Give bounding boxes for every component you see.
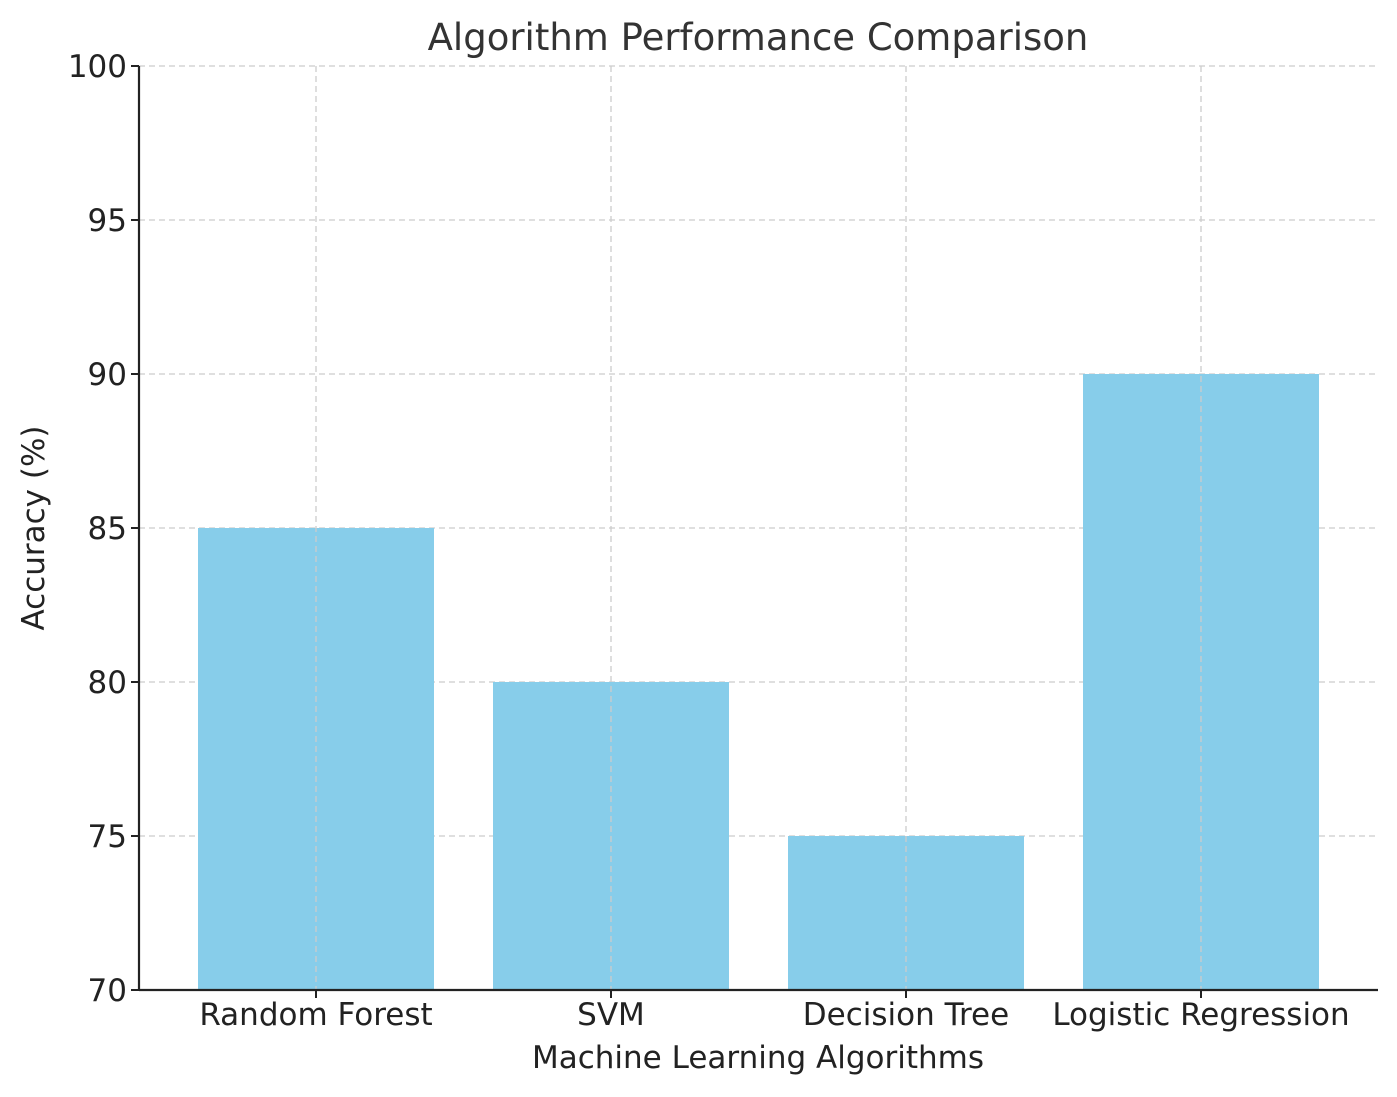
bars <box>198 66 1319 990</box>
y-tick-label: 90 <box>88 357 127 393</box>
x-tick-label: Logistic Regression <box>1052 997 1349 1033</box>
y-tick-label: 75 <box>88 819 127 855</box>
x-tick-label: Decision Tree <box>803 997 1009 1033</box>
y-tick-label: 95 <box>88 203 127 239</box>
y-tick-label: 80 <box>88 665 127 701</box>
chart-title: Algorithm Performance Comparison <box>428 16 1089 59</box>
y-tick-label: 100 <box>68 49 127 85</box>
y-tick-label: 70 <box>88 973 127 1009</box>
y-axis-label: Accuracy (%) <box>16 425 52 630</box>
y-tick-label: 85 <box>88 511 127 547</box>
tick-labels: 70 75 80 85 90 95 100 Random Forest SVM Decision … <box>68 49 1350 1033</box>
x-tick-label: Random Forest <box>199 997 432 1033</box>
x-tick-label: SVM <box>577 997 645 1033</box>
x-axis-label: Machine Learning Algorithms <box>532 1040 984 1076</box>
